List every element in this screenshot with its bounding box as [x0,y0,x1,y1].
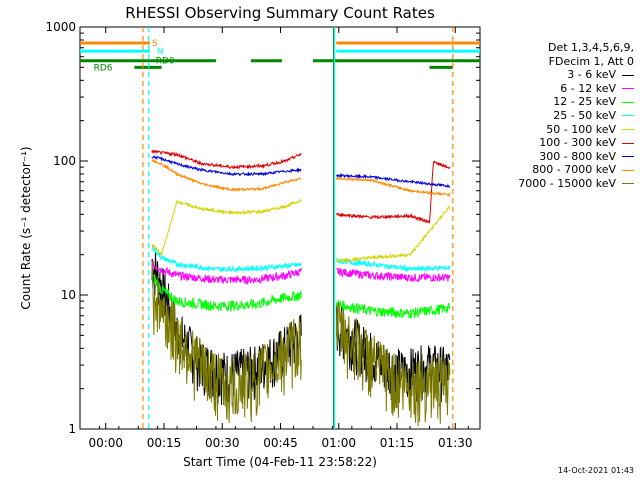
legend-item: 12 - 25 keV [484,95,634,109]
legend-label: 3 - 6 keV [567,68,616,82]
y-tick-label: 1 [68,422,76,436]
legend-label: 800 - 7000 keV [532,163,616,177]
footer-timestamp: 14-Oct-2021 01:43 [558,466,634,475]
legend-item: 3 - 6 keV [484,68,634,82]
x-tick-label: 00:00 [88,436,123,450]
chart-title: RHESSI Observing Summary Count Rates [125,4,435,22]
x-axis-label: Start Time (04-Feb-11 23:58:22) [183,455,377,469]
series-line [151,158,451,198]
x-tick-label: 01:00 [321,436,356,450]
axis-ticks: 00:00 00:15 00:30 00:45 01:00 01:15 01:30 1 10 10… [45,20,480,450]
legend-item: 100 - 300 keV [484,136,634,150]
vertical-markers [142,27,454,429]
series-lines [151,149,451,427]
legend-label: 100 - 300 keV [539,136,616,150]
x-tick-label: 01:15 [380,436,415,450]
flag-label-rd0: RD0 [156,57,175,67]
legend-label: 300 - 800 keV [539,149,616,163]
x-tick-label: 00:15 [147,436,182,450]
series-line [151,271,451,319]
legend-item: 25 - 50 keV [484,109,634,123]
legend-swatch [622,88,634,90]
legend-swatch [622,115,634,117]
legend-label: 25 - 50 keV [553,108,616,122]
x-tick-label: 00:45 [263,436,298,450]
series-line [151,260,451,427]
legend-swatch [622,169,634,171]
legend-swatch [622,74,634,76]
legend-item: 800 - 7000 keV [484,163,634,177]
legend-header-line: Det 1,3,4,5,6,9, [547,41,634,54]
legend-item: 300 - 800 keV [484,150,634,164]
legend-swatch [622,156,634,158]
legend-swatch [622,142,634,144]
legend-label: 50 - 100 keV [546,122,616,136]
series-line [151,154,450,188]
plot-area [79,26,481,430]
legend-swatch [622,101,634,103]
flag-label-s: S [152,39,158,49]
y-tick-label: 10 [61,288,76,302]
legend: Det 1,3,4,5,6,9, FDecim 1, Att 0 3 - 6 k… [484,41,634,191]
legend-swatch [622,129,634,131]
legend-header-line: FDecim 1, Att 0 [548,54,634,68]
legend-swatch [622,183,634,185]
flag-label-n: N [157,47,164,57]
y-axis-label: Count Rate (s⁻¹ detector⁻¹) [19,146,33,309]
y-tick-label: 100 [53,154,76,168]
flag-label-rd6: RD6 [94,63,113,73]
series-line [151,149,451,224]
legend-label: 6 - 12 keV [560,81,616,95]
legend-item: 7000 - 15000 keV [484,177,634,191]
legend-item: 6 - 12 keV [484,82,634,96]
legend-label: 7000 - 15000 keV [518,176,616,190]
x-tick-label: 00:30 [205,436,240,450]
series-line [151,260,451,286]
legend-items: 3 - 6 keV 6 - 12 keV 12 - 25 keV 25 - 50 ke… [484,68,634,190]
series-line [151,198,451,264]
legend-label: 12 - 25 keV [553,95,616,109]
y-tick-label: 1000 [45,20,76,34]
x-tick-label: 01:30 [438,436,473,450]
series-line [151,244,451,274]
legend-item: 50 - 100 keV [484,123,634,137]
